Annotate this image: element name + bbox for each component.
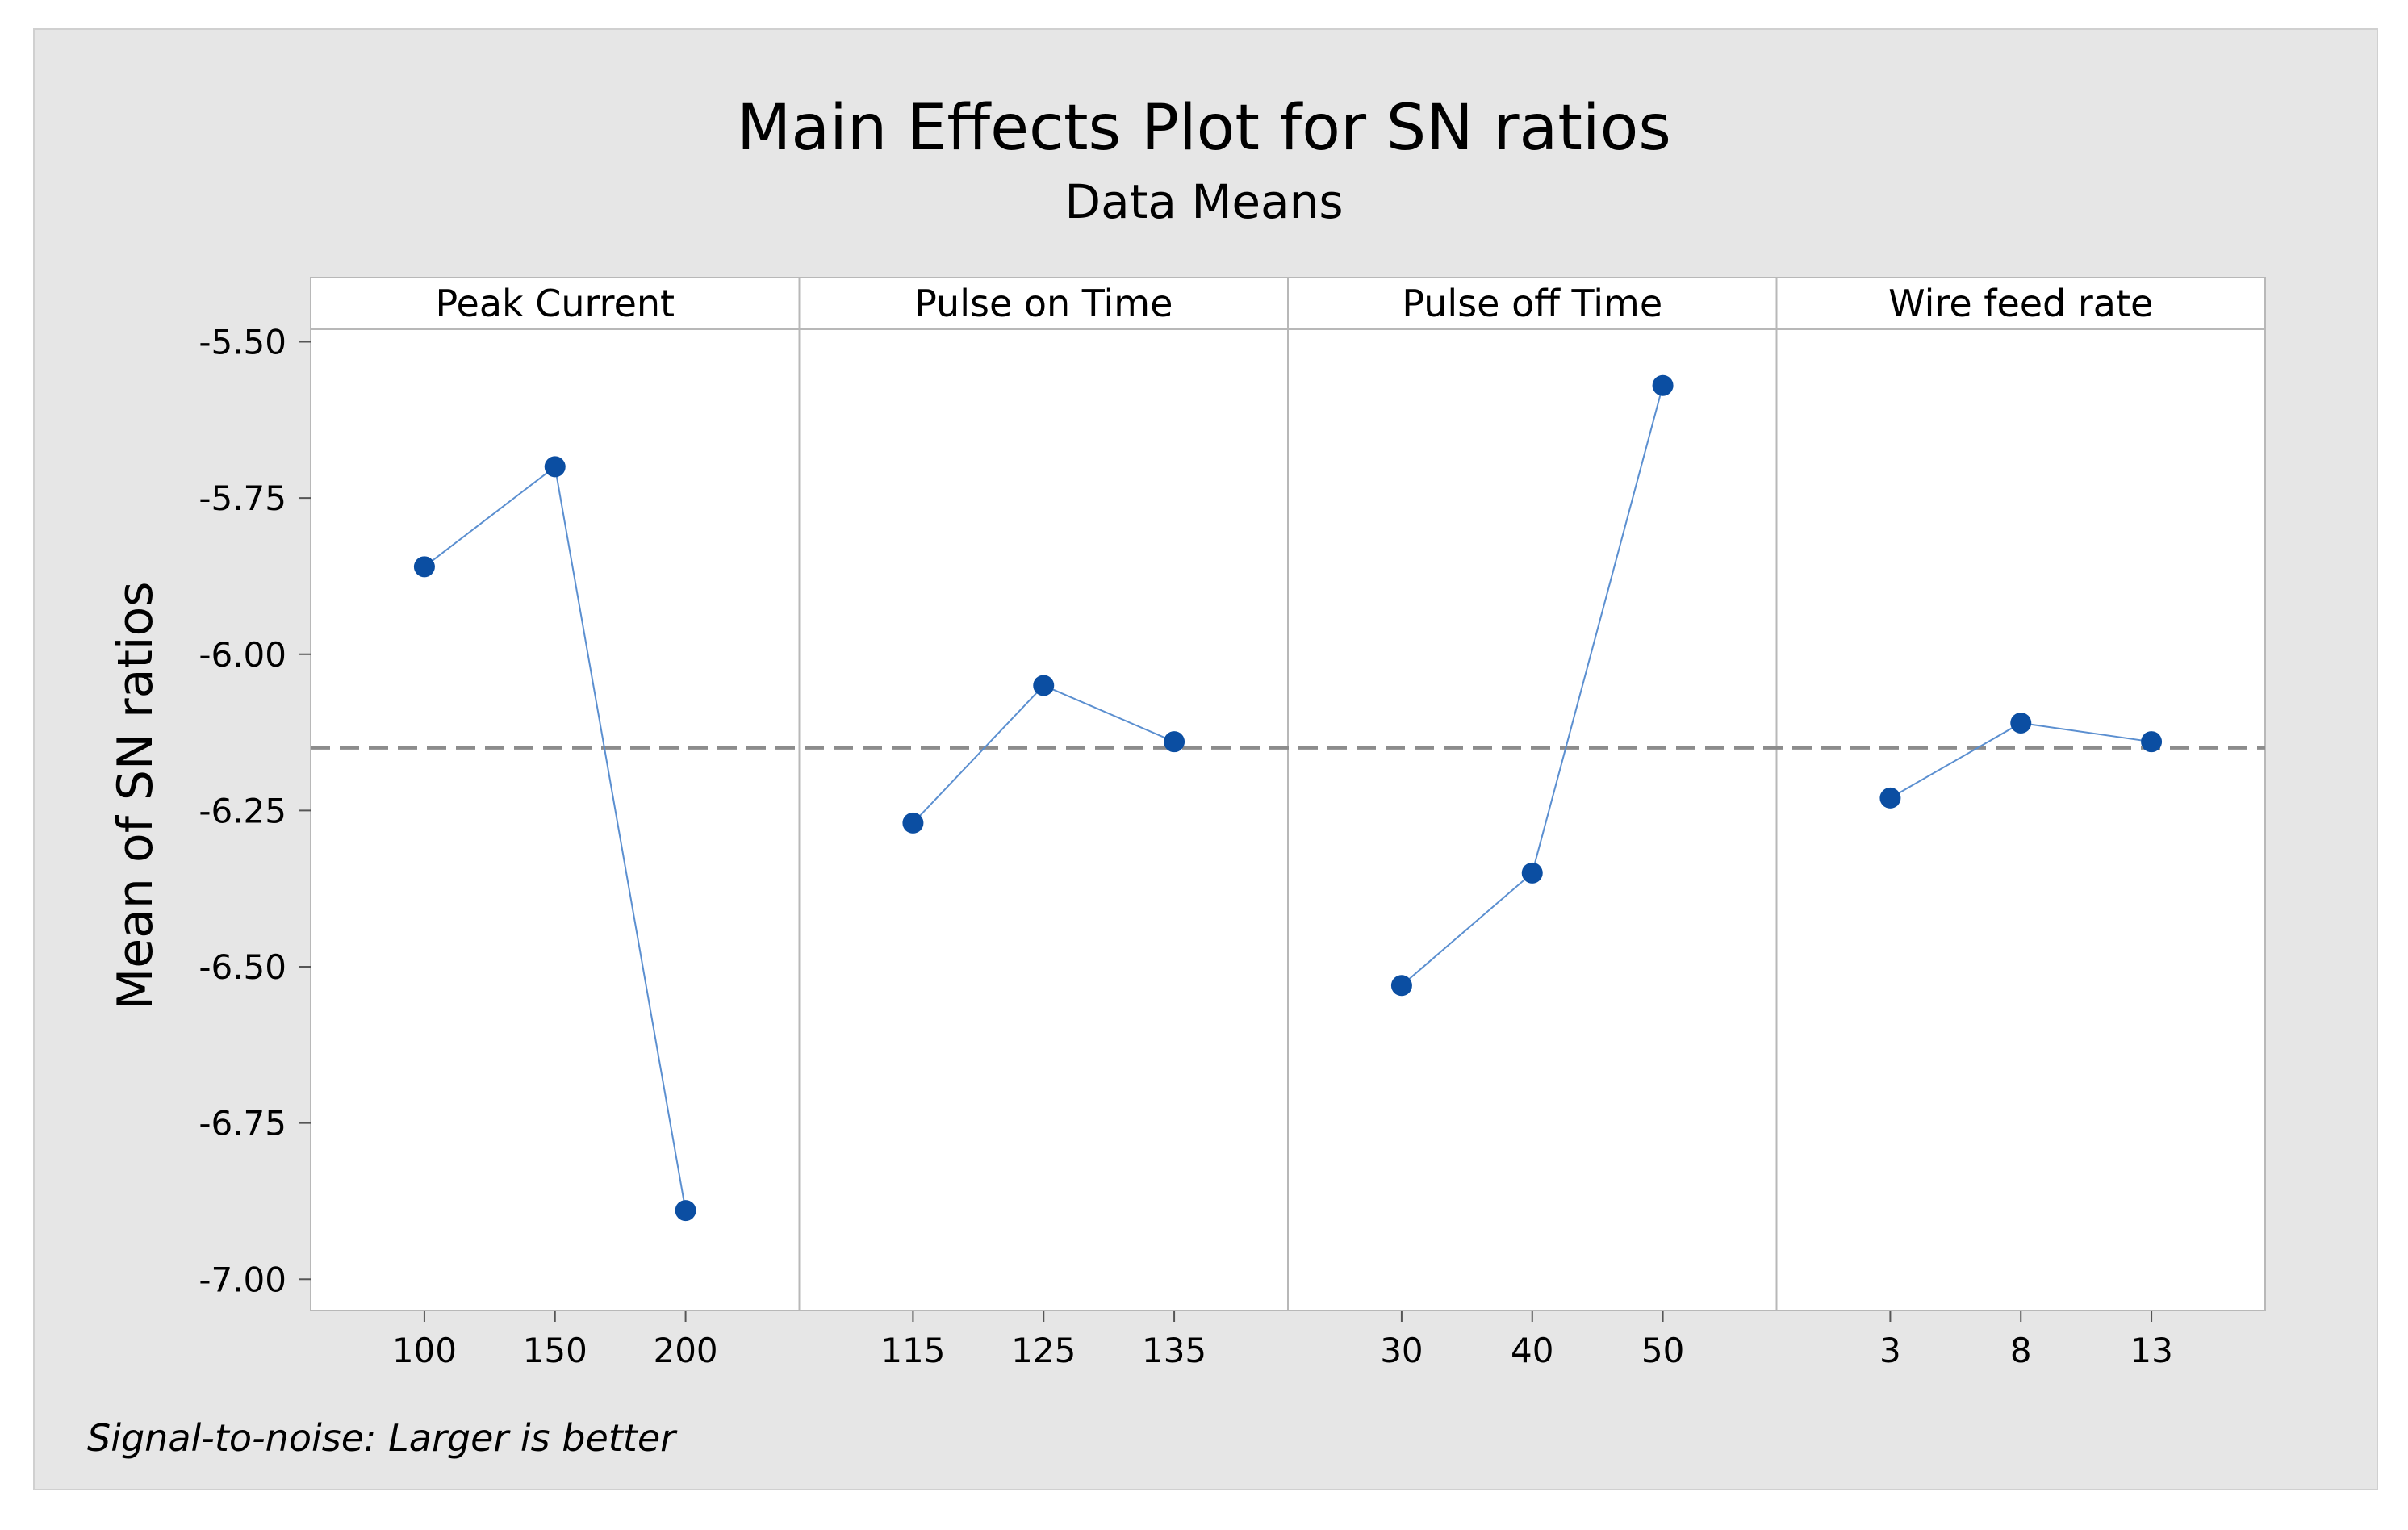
x-tick-label: 200 <box>653 1331 717 1370</box>
data-point <box>1390 975 1412 997</box>
x-tick-label: 3 <box>1879 1331 1901 1370</box>
y-tick-label: -6.75 <box>199 1104 286 1143</box>
data-point <box>1164 731 1185 753</box>
y-axis: -5.50 -5.75 -6.00 -6.25 -6.50 -6.75 -7.00 <box>199 322 311 1299</box>
data-point <box>675 1200 696 1222</box>
series-layer <box>413 374 2163 1222</box>
y-axis-label: Mean of SN ratios <box>107 581 164 1010</box>
data-point <box>902 812 924 834</box>
data-point <box>1033 675 1055 696</box>
data-point <box>1879 787 1901 809</box>
chart-title: Main Effects Plot for SN ratios <box>737 92 1671 165</box>
x-tick-label: 135 <box>1142 1331 1206 1370</box>
x-tick-label: 13 <box>2130 1331 2172 1370</box>
data-point <box>2010 712 2032 734</box>
y-tick-label: -6.25 <box>199 791 286 830</box>
y-tick-label: -5.50 <box>199 322 286 362</box>
y-tick-label: -5.75 <box>199 479 286 518</box>
panel-label: Pulse off Time <box>1402 282 1662 325</box>
panel-label: Peak Current <box>435 282 675 325</box>
x-tick-label: 40 <box>1511 1331 1553 1370</box>
panel-label: Pulse on Time <box>914 282 1173 325</box>
x-tick-label: 8 <box>2010 1331 2032 1370</box>
panels-layer: Peak Current 100 150 200 Pulse on Time 115 125… <box>311 278 2265 1370</box>
data-point <box>1521 862 1543 884</box>
x-tick-label: 100 <box>392 1331 457 1370</box>
x-tick-label: 150 <box>523 1331 587 1370</box>
panel-label: Wire feed rate <box>1888 282 2153 325</box>
chart-subtitle: Data Means <box>1064 174 1343 229</box>
y-tick-label: -6.50 <box>199 947 286 987</box>
data-point <box>413 556 435 578</box>
x-tick-label: 115 <box>880 1331 945 1370</box>
data-point <box>1652 374 1674 396</box>
footnote: Signal-to-noise: Larger is better <box>87 1416 678 1460</box>
y-tick-label: -6.00 <box>199 635 286 675</box>
x-tick-label: 30 <box>1380 1331 1423 1370</box>
data-point <box>544 456 566 478</box>
y-tick-label: -7.00 <box>199 1260 286 1299</box>
x-tick-label: 50 <box>1641 1331 1684 1370</box>
data-point <box>2141 731 2163 753</box>
x-tick-label: 125 <box>1011 1331 1076 1370</box>
